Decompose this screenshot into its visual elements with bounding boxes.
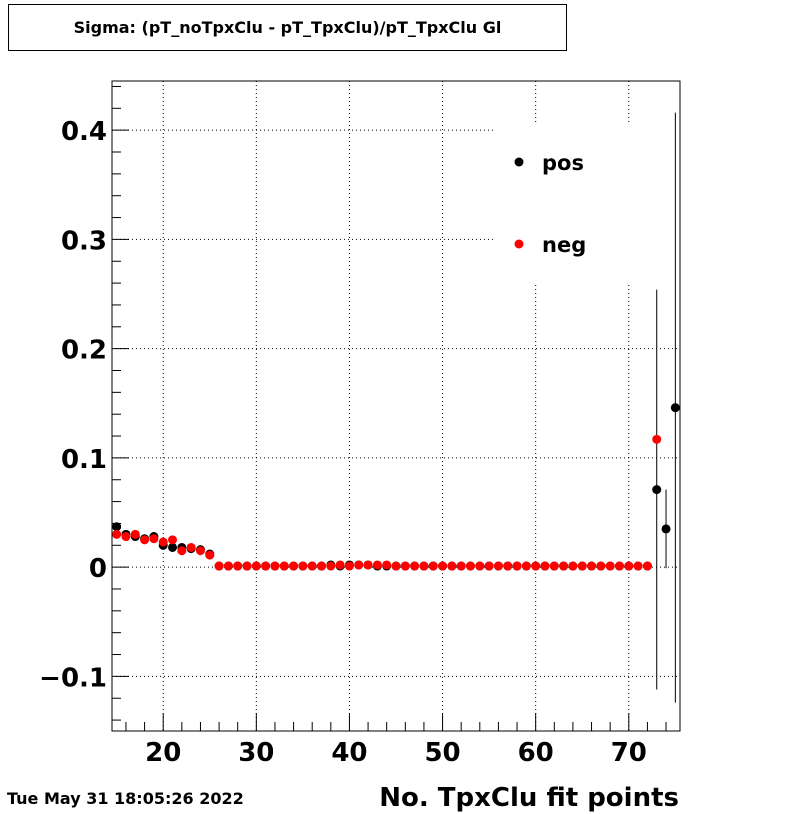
neg-point [354, 560, 364, 570]
neg-point [317, 561, 327, 571]
y-tick-label: 0.2 [61, 336, 107, 366]
neg-point [205, 550, 215, 560]
neg-point [419, 561, 429, 571]
neg-point [223, 561, 233, 571]
neg-point [112, 529, 122, 539]
axis-ticks [112, 85, 667, 731]
neg-point [642, 561, 652, 571]
y-tick-label: −0.1 [39, 663, 107, 693]
neg-point [158, 537, 168, 547]
neg-point [400, 561, 410, 571]
neg-point [521, 561, 531, 571]
neg-point [475, 561, 485, 571]
legend-marker-pos [514, 157, 524, 167]
neg-point [549, 561, 559, 571]
neg-point [568, 561, 578, 571]
legend-marker-neg [514, 239, 524, 249]
pos-point [652, 485, 662, 495]
neg-point [177, 546, 187, 556]
neg-point [270, 561, 280, 571]
neg-point [614, 561, 624, 571]
pos-point [661, 524, 671, 534]
neg-point [233, 561, 243, 571]
neg-point [596, 561, 606, 571]
legend-box [495, 122, 679, 285]
neg-point [484, 561, 494, 571]
tick-labels: 20 30 40 50 60 70 −0.1 0 0.1 0.2 0.3 0.4 [39, 117, 647, 768]
neg-point [382, 560, 392, 570]
neg-point [149, 534, 159, 544]
neg-point [307, 561, 317, 571]
y-tick-label: 0.4 [61, 117, 107, 147]
y-tick-label: 0.1 [61, 445, 107, 475]
neg-point [121, 532, 131, 542]
neg-point [447, 561, 457, 571]
neg-point [438, 561, 448, 571]
x-tick-label: 40 [331, 738, 367, 768]
neg-point [512, 561, 522, 571]
neg-point [540, 561, 550, 571]
neg-point [214, 561, 224, 571]
neg-point [410, 561, 420, 571]
neg-point [531, 561, 541, 571]
pos-point [168, 542, 178, 552]
neg-point [577, 561, 587, 571]
x-tick-label: 50 [424, 738, 460, 768]
neg-point [186, 542, 196, 552]
neg-point [652, 434, 662, 444]
legend-label-pos: pos [542, 151, 584, 175]
neg-point [465, 561, 475, 571]
x-axis-title: No. TpxClu fit points [379, 783, 679, 813]
neg-point [140, 535, 150, 545]
neg-point [251, 561, 261, 571]
neg-point [326, 561, 336, 571]
pos-point [670, 403, 680, 413]
neg-point [456, 561, 466, 571]
neg-point [344, 561, 354, 571]
neg-point [428, 561, 438, 571]
x-tick-label: 20 [145, 738, 181, 768]
data-markers [112, 403, 680, 571]
x-tick-label: 60 [518, 738, 554, 768]
neg-point [279, 561, 289, 571]
neg-point [298, 561, 308, 571]
neg-point [335, 560, 345, 570]
neg-point [261, 561, 271, 571]
neg-point [587, 561, 597, 571]
pos-point [112, 522, 122, 532]
neg-point [559, 561, 569, 571]
neg-point [391, 561, 401, 571]
neg-point [289, 561, 299, 571]
neg-point [633, 561, 643, 571]
neg-point [195, 546, 205, 556]
neg-point [242, 561, 252, 571]
neg-point [624, 561, 634, 571]
chart-title: Sigma: (pT_noTpxClu - pT_TpxClu)/pT_TpxC… [8, 4, 567, 51]
y-tick-label: 0.3 [61, 226, 107, 256]
neg-point [372, 560, 382, 570]
neg-point [130, 529, 140, 539]
legend: pos neg [514, 151, 586, 257]
neg-point [605, 561, 615, 571]
y-tick-label: 0 [89, 554, 107, 584]
neg-point [493, 561, 503, 571]
plot-frame [111, 80, 681, 732]
timestamp: Tue May 31 18:05:26 2022 [7, 789, 244, 808]
legend-label-neg: neg [542, 233, 586, 257]
x-tick-label: 70 [611, 738, 647, 768]
neg-point [363, 560, 373, 570]
neg-point [168, 535, 178, 545]
x-tick-label: 30 [238, 738, 274, 768]
neg-point [503, 561, 513, 571]
